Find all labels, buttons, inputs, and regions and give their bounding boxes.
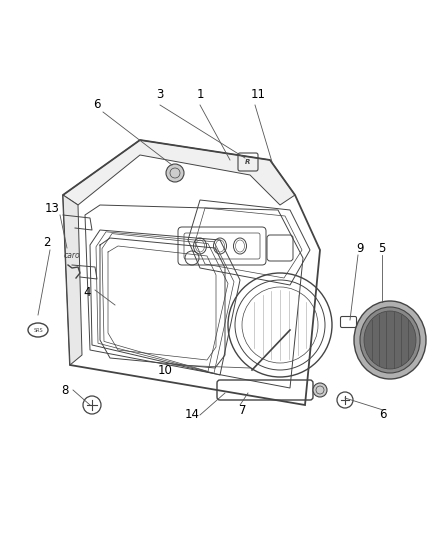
Ellipse shape <box>364 311 416 369</box>
Text: 14: 14 <box>184 408 199 422</box>
Text: 11: 11 <box>251 88 265 101</box>
Text: 10: 10 <box>158 364 173 376</box>
Text: 5: 5 <box>378 241 386 254</box>
Polygon shape <box>63 140 295 205</box>
Text: 6: 6 <box>93 99 101 111</box>
Circle shape <box>313 383 327 397</box>
Text: 13: 13 <box>45 201 60 214</box>
Circle shape <box>166 164 184 182</box>
Text: R: R <box>245 159 251 165</box>
Polygon shape <box>63 195 82 365</box>
Ellipse shape <box>354 301 426 379</box>
Ellipse shape <box>360 307 420 373</box>
Text: 9: 9 <box>356 241 364 254</box>
Text: 4: 4 <box>83 286 91 298</box>
Text: caro: caro <box>64 251 80 260</box>
Text: 3: 3 <box>156 88 164 101</box>
Text: 6: 6 <box>379 408 387 422</box>
Text: 7: 7 <box>239 403 247 416</box>
Text: 8: 8 <box>61 384 69 397</box>
Text: SRS: SRS <box>33 327 43 333</box>
Text: 1: 1 <box>196 88 204 101</box>
Text: 2: 2 <box>43 236 51 248</box>
